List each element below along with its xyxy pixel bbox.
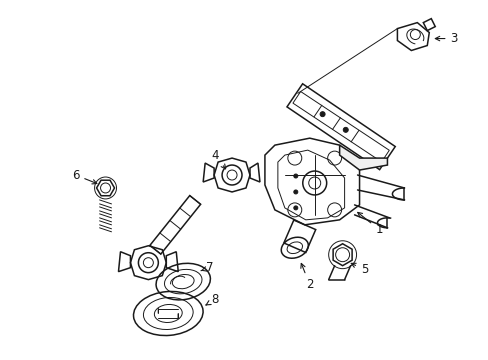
Text: 2: 2 [300, 264, 313, 291]
Circle shape [343, 127, 347, 132]
Text: 1: 1 [357, 212, 383, 236]
Circle shape [293, 174, 297, 178]
Circle shape [293, 206, 297, 210]
Polygon shape [339, 145, 386, 170]
Circle shape [293, 190, 297, 194]
Text: 4: 4 [211, 149, 225, 169]
Text: 5: 5 [350, 263, 367, 276]
Circle shape [320, 112, 325, 117]
Text: 6: 6 [72, 168, 97, 184]
Text: 3: 3 [434, 32, 457, 45]
Text: 8: 8 [205, 293, 218, 306]
Text: 7: 7 [201, 261, 213, 274]
